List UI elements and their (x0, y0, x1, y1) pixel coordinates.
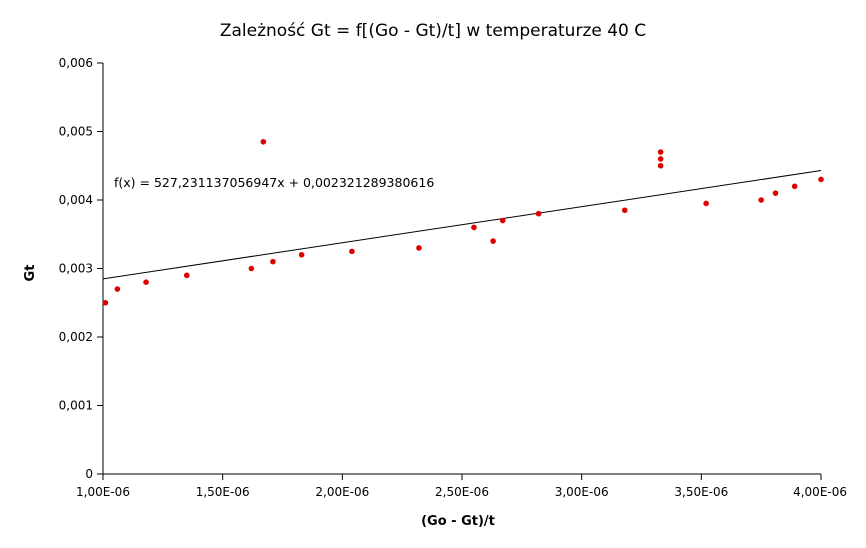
data-point (248, 265, 255, 272)
y-axis-label: Gt (23, 265, 38, 282)
trendline-group (102, 170, 822, 280)
y-tick-label: 0,006 (59, 56, 93, 70)
data-point (818, 176, 824, 183)
y-tick-label: 0 (85, 467, 93, 481)
axes: 0 0,001 0,002 0,003 0,004 0,005 0,006 1,00E-06 1… (59, 56, 847, 499)
data-point (657, 156, 664, 162)
data-point (183, 272, 190, 279)
data-point (260, 138, 267, 145)
data-point (270, 258, 276, 265)
data-point (143, 279, 149, 286)
data-points (102, 138, 824, 306)
data-point (621, 207, 628, 214)
trendline-equation: f(x) = 527,231137056947x + 0,00232128938… (114, 175, 434, 190)
data-point (772, 190, 779, 196)
data-point (657, 149, 664, 155)
data-point (114, 286, 121, 292)
x-tick-label: 3,50E-06 (674, 485, 728, 499)
x-tick-label: 4,00E-06 (793, 485, 847, 499)
data-point (416, 245, 422, 251)
data-point (758, 197, 764, 203)
x-axis-label: (Go - Gt)/t (421, 514, 495, 529)
data-point (490, 238, 496, 244)
x-tick-label: 1,50E-06 (196, 485, 250, 499)
x-tick-label: 1,00E-06 (76, 485, 130, 499)
data-point (535, 210, 542, 217)
y-tick-label: 0,005 (59, 125, 93, 139)
x-tick-label: 2,50E-06 (435, 485, 489, 499)
data-point (499, 217, 506, 224)
x-tick-label: 3,00E-06 (555, 485, 609, 499)
data-point (102, 299, 109, 306)
data-point (349, 248, 355, 255)
trendline (102, 170, 822, 280)
x-tick-label: 2,00E-06 (315, 485, 369, 499)
data-point (298, 252, 305, 258)
data-point (703, 200, 709, 207)
data-point (791, 183, 798, 190)
data-point (471, 224, 477, 231)
data-point (657, 162, 664, 169)
y-tick-label: 0,004 (59, 193, 93, 207)
y-tick-label: 0,002 (59, 330, 93, 344)
y-tick-label: 0,003 (59, 262, 93, 276)
y-tick-label: 0,001 (59, 399, 93, 413)
chart-title: Zależność Gt = f[(Go - Gt)/t] w temperat… (220, 21, 646, 41)
